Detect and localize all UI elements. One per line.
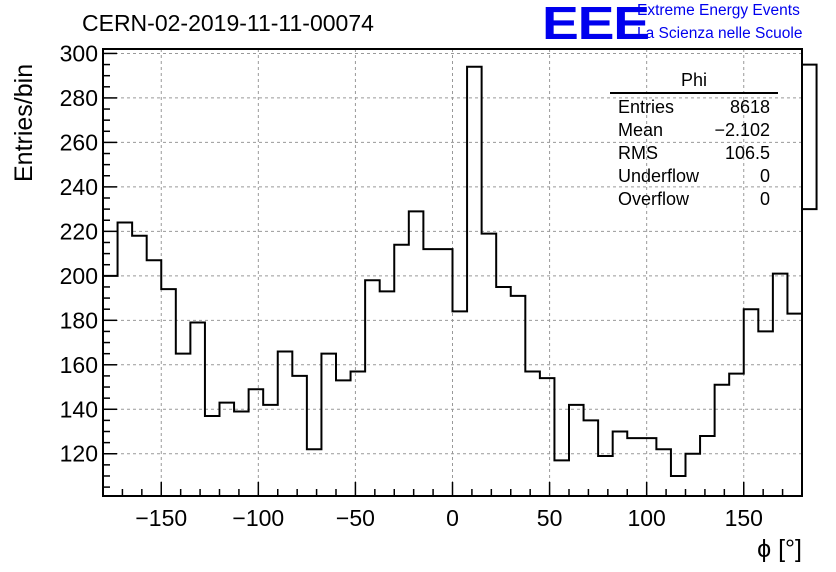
histogram-line	[103, 63, 818, 477]
histogram-bin	[802, 209, 817, 496]
y-tick-label: 220	[60, 218, 98, 244]
histogram-bin	[627, 438, 642, 496]
stats-label: Overflow	[618, 189, 690, 209]
run-title: CERN-02-2019-11-11-00074	[82, 10, 374, 36]
stats-value: 8618	[729, 97, 770, 117]
x-axis-label: ϕ [°]	[757, 535, 802, 563]
histogram-bin	[554, 460, 569, 496]
histogram-bin	[190, 323, 205, 496]
y-tick-label: 140	[60, 396, 98, 422]
y-tick-label: 120	[60, 441, 98, 467]
histogram-series	[103, 63, 818, 496]
histogram-bin	[249, 389, 264, 496]
histogram-bin	[467, 67, 482, 496]
histogram-bin	[540, 378, 555, 496]
histogram-bin	[642, 438, 657, 496]
histogram-bin	[700, 436, 715, 496]
tick-labels: −150 −100 −50 0 50 100 150 120 140 160 180 200 220 24…	[60, 40, 763, 531]
histogram-bin	[773, 274, 788, 496]
x-tick-label: −100	[232, 505, 284, 531]
histogram-bin	[438, 249, 453, 496]
histogram-bin	[394, 245, 409, 496]
histogram-bin	[321, 354, 336, 496]
stats-value: −2.102	[714, 120, 770, 140]
x-tick-label: −50	[336, 505, 375, 531]
histogram-bin	[307, 449, 322, 496]
histogram-bin	[423, 249, 438, 496]
stats-title: Phi	[610, 70, 778, 94]
grid-lines	[103, 49, 802, 496]
histogram-bin	[336, 380, 351, 496]
stats-box: Phi Entries 8618 Mean −2.102 RMS 106.5 U…	[610, 70, 778, 211]
logo-line-2: La Scienza nelle Scuole	[637, 25, 803, 42]
stats-row-entries: Entries 8618	[610, 96, 778, 119]
y-tick-label: 160	[60, 352, 98, 378]
histogram-bin	[686, 454, 701, 496]
y-tick-label: 200	[60, 263, 98, 289]
y-tick-label: 180	[60, 307, 98, 333]
x-tick-label: −150	[135, 505, 187, 531]
y-tick-label: 260	[60, 129, 98, 155]
stats-value: 0	[759, 189, 770, 209]
histogram-bin	[278, 351, 293, 496]
histogram-bin	[729, 374, 744, 496]
histogram-bin	[598, 456, 613, 496]
stats-row-overflow: Overflow 0	[610, 188, 778, 211]
histogram-bin	[584, 420, 599, 496]
histogram-bin	[263, 405, 278, 496]
histogram-bin	[758, 331, 773, 496]
histogram-bin	[380, 291, 395, 496]
stats-row-underflow: Underflow 0	[610, 165, 778, 188]
x-tick-label: 0	[446, 505, 459, 531]
histogram-bin	[365, 280, 380, 496]
histogram-bin	[671, 476, 686, 496]
y-tick-label: 280	[60, 85, 98, 111]
y-axis-label: Entries/bin	[10, 63, 38, 182]
eee-logo: EEE	[542, 0, 650, 49]
stats-label: RMS	[618, 143, 658, 163]
stats-label: Mean	[618, 120, 664, 140]
histogram-bin	[118, 222, 133, 496]
histogram-bin	[511, 296, 526, 496]
histogram-bin	[656, 449, 671, 496]
histogram-bin	[744, 309, 759, 496]
stats-value: 106.5	[724, 143, 770, 163]
y-tick-label: 300	[60, 40, 98, 66]
histogram-bin	[205, 416, 220, 496]
x-tick-label: 100	[627, 505, 665, 531]
histogram-bin	[292, 376, 307, 496]
stats-value: 0	[759, 166, 770, 186]
histogram-bin	[147, 260, 162, 496]
histogram-bin	[453, 311, 468, 496]
histogram-bin	[715, 385, 730, 496]
stats-row-mean: Mean −2.102	[610, 119, 778, 142]
histogram-bin	[220, 403, 235, 496]
tick-marks	[102, 52, 803, 496]
stats-label: Underflow	[618, 166, 700, 186]
x-tick-label: 150	[725, 505, 763, 531]
histogram-bin	[132, 236, 147, 496]
logo-line-1: Extreme Energy Events	[637, 2, 800, 19]
stats-label: Entries	[618, 97, 675, 117]
y-tick-label: 240	[60, 174, 98, 200]
histogram-bin	[569, 405, 584, 496]
x-tick-label: 50	[537, 505, 563, 531]
histogram-bin	[787, 314, 802, 496]
histogram-bin	[496, 287, 511, 496]
histogram-bin	[613, 432, 628, 496]
histogram-bin	[525, 371, 540, 496]
histogram-bin	[351, 371, 366, 496]
stats-row-rms: RMS 106.5	[610, 142, 778, 165]
histogram-bin	[176, 354, 191, 496]
